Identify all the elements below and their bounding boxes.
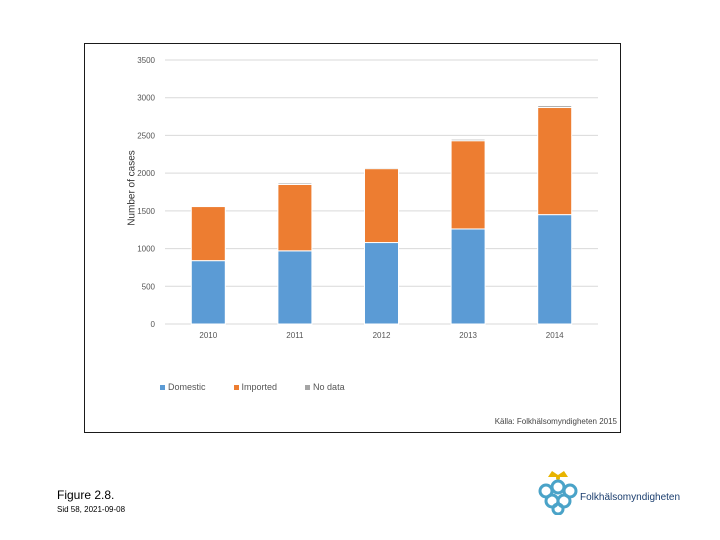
y-tick-label-2500: 2500 bbox=[137, 131, 155, 140]
x-tick-label-2014: 2014 bbox=[546, 331, 564, 340]
y-tick-label-500: 500 bbox=[142, 282, 156, 291]
bar-no-data-2012 bbox=[364, 166, 399, 170]
figure-subtitle: Sid 58, 2021-09-08 bbox=[57, 505, 126, 514]
bar-imported-2011 bbox=[277, 183, 313, 252]
bar-no-data-2011 bbox=[277, 182, 313, 185]
y-tick-label-2000: 2000 bbox=[137, 169, 155, 178]
bar-imported-2012 bbox=[364, 168, 399, 244]
legend-label-no-data: No data bbox=[313, 382, 345, 392]
x-tick-label-2010: 2010 bbox=[199, 331, 217, 340]
y-tick-label-3000: 3000 bbox=[137, 94, 155, 103]
legend-swatch-no-data bbox=[305, 384, 311, 390]
agency-logo-icon bbox=[538, 471, 578, 515]
figure-title: Figure 2.8. bbox=[57, 488, 115, 502]
legend-item-domestic: Domestic bbox=[160, 382, 206, 392]
legend-label-imported: Imported bbox=[241, 382, 278, 392]
bar-domestic-2012 bbox=[364, 242, 399, 325]
bar-no-data-2010 bbox=[190, 205, 226, 208]
y-tick-label-1500: 1500 bbox=[137, 207, 155, 216]
bar-no-data-2013 bbox=[450, 138, 486, 142]
logo-wordmark: Folkhälsomyndigheten bbox=[580, 492, 681, 503]
legend: Domestic Imported No data bbox=[160, 382, 345, 392]
legend-item-no-data: No data bbox=[305, 382, 345, 392]
source-note: Källa: Folkhälsomyndigheten 2015 bbox=[494, 417, 617, 426]
bar-imported-2014 bbox=[537, 107, 573, 216]
bar-domestic-2013 bbox=[450, 228, 486, 325]
y-axis-label: Number of cases bbox=[126, 150, 138, 226]
legend-swatch-domestic bbox=[160, 384, 165, 390]
x-tick-label-2013: 2013 bbox=[459, 331, 477, 340]
y-tick-label-1000: 1000 bbox=[137, 245, 155, 254]
y-tick-label-3500: 3500 bbox=[137, 56, 155, 65]
legend-item-imported: Imported bbox=[233, 382, 278, 392]
x-tick-label-2012: 2012 bbox=[373, 331, 391, 340]
legend-label-domestic: Domestic bbox=[168, 382, 206, 392]
bar-no-data-2014 bbox=[537, 105, 573, 109]
bar-domestic-2014 bbox=[537, 214, 573, 325]
y-tick-label-0: 0 bbox=[151, 320, 156, 329]
chart-frame bbox=[84, 43, 621, 433]
legend-swatch-imported bbox=[233, 384, 239, 390]
bar-imported-2013 bbox=[450, 140, 486, 230]
bar-imported-2010 bbox=[190, 205, 226, 262]
x-tick-label-2011: 2011 bbox=[286, 331, 304, 340]
bar-domestic-2010 bbox=[190, 260, 226, 325]
bar-domestic-2011 bbox=[277, 250, 313, 325]
